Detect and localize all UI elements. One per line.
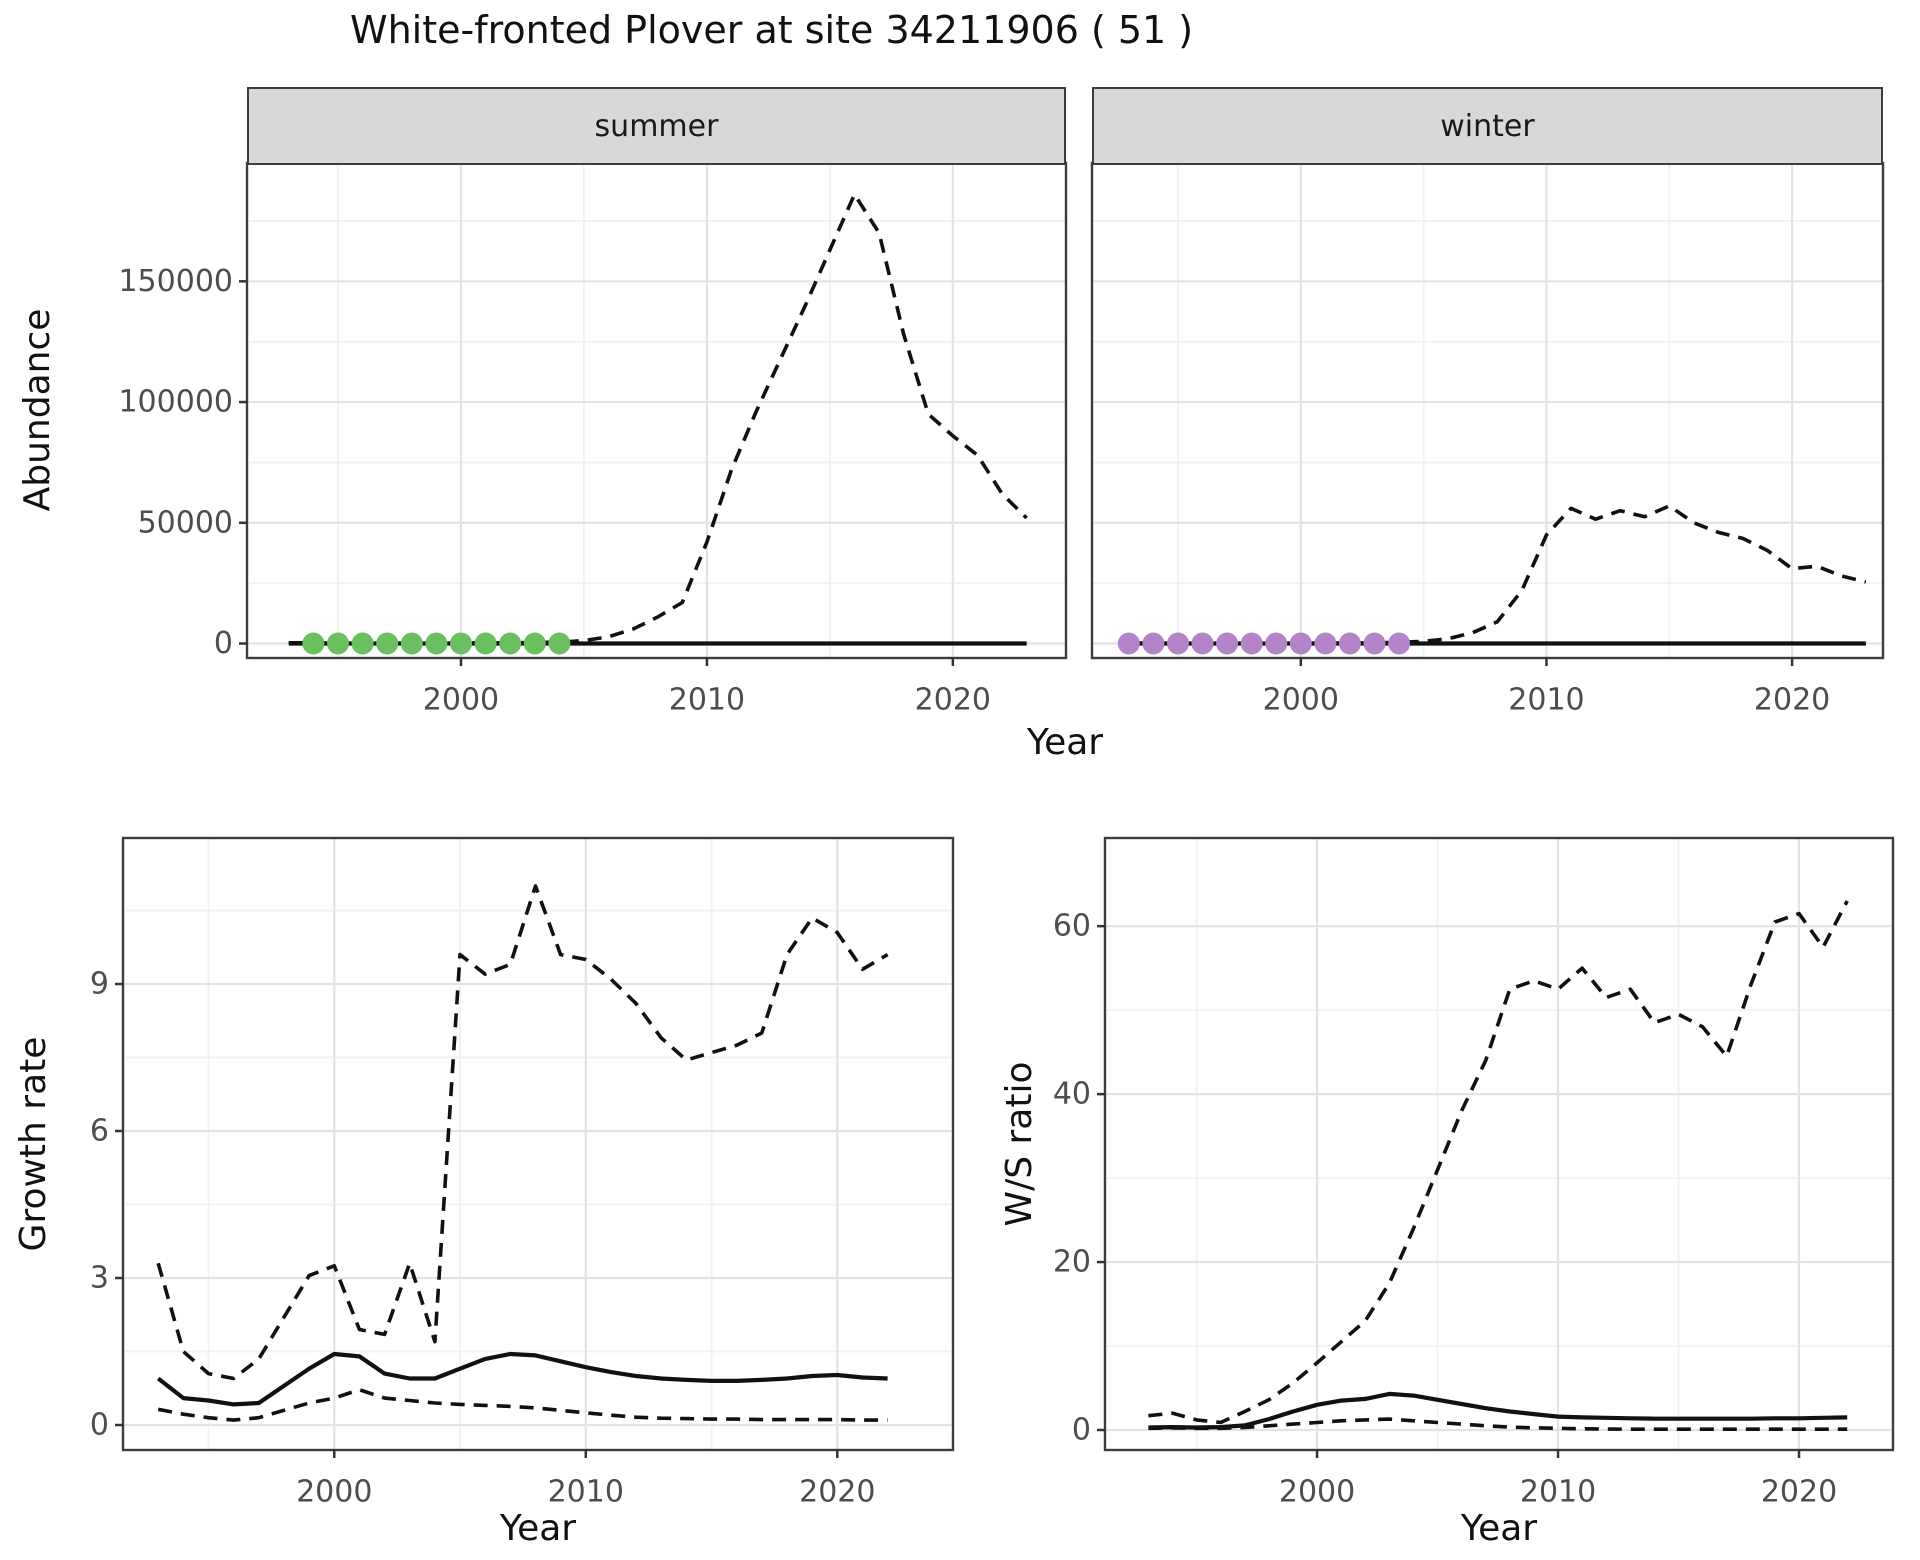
facet-strip-summer: summer bbox=[247, 87, 1066, 165]
y-axis-title-growth-rate: Growth rate bbox=[13, 1036, 54, 1252]
data-point-observed bbox=[1216, 632, 1239, 655]
data-point-observed bbox=[1314, 632, 1337, 655]
data-point-observed bbox=[1167, 632, 1189, 655]
y-tick-label: 100000 bbox=[118, 385, 233, 420]
data-point-observed bbox=[1363, 632, 1386, 655]
data-point-observed bbox=[1191, 632, 1214, 655]
y-tick-label: 50000 bbox=[138, 505, 233, 540]
facet-strip-winter: winter bbox=[1092, 87, 1883, 165]
x-axis-title-year-top: Year bbox=[1026, 722, 1104, 763]
y-tick-label: 20 bbox=[1053, 1245, 1091, 1280]
y-tick-label: 40 bbox=[1053, 1077, 1091, 1112]
data-point-observed bbox=[1388, 632, 1411, 655]
facet-strip-summer-label: summer bbox=[594, 108, 719, 144]
data-point-observed bbox=[376, 632, 399, 655]
series-line-mean bbox=[1148, 1391, 1848, 1430]
data-point-observed bbox=[400, 632, 423, 655]
data-point-observed bbox=[1240, 632, 1263, 655]
y-axis-title-abundance: Abundance bbox=[17, 308, 58, 512]
x-tick-label: 2020 bbox=[915, 683, 991, 718]
series-line-lower_ci bbox=[1148, 1417, 1848, 1431]
y-tick-label: 6 bbox=[90, 1114, 109, 1149]
data-point-observed bbox=[523, 632, 546, 655]
x-tick-label: 2000 bbox=[1263, 683, 1339, 718]
panel-background bbox=[247, 163, 1066, 658]
x-tick-label: 2020 bbox=[799, 1475, 875, 1510]
x-tick-label: 2000 bbox=[1279, 1475, 1355, 1510]
data-point-observed bbox=[351, 632, 374, 655]
x-tick-label: 2020 bbox=[1754, 683, 1830, 718]
x-tick-label: 2020 bbox=[1761, 1475, 1837, 1510]
y-axis-title-ws-ratio: W/S ratio bbox=[999, 1061, 1040, 1227]
chart-title: White-fronted Plover at site 34211906 ( … bbox=[350, 8, 1194, 52]
y-tick-label: 0 bbox=[90, 1408, 109, 1443]
x-tick-label: 2000 bbox=[296, 1475, 372, 1510]
panel-background bbox=[1092, 163, 1883, 658]
data-point-observed bbox=[1338, 632, 1361, 655]
series-line-upper_ci bbox=[1148, 900, 1849, 1425]
x-axis-title-year-growth: Year bbox=[499, 1508, 577, 1549]
y-tick-label: 0 bbox=[1072, 1413, 1091, 1448]
x-tick-label: 2010 bbox=[548, 1475, 624, 1510]
data-point-observed bbox=[499, 632, 522, 655]
facet-strip-winter-label: winter bbox=[1440, 108, 1535, 144]
data-point-observed bbox=[474, 632, 497, 655]
data-point-observed bbox=[450, 632, 472, 655]
data-point-observed bbox=[1289, 632, 1312, 655]
data-point-observed bbox=[548, 632, 571, 655]
series-line-mean bbox=[156, 1351, 888, 1407]
y-tick-label: 0 bbox=[214, 626, 233, 661]
panel-border bbox=[1103, 836, 1895, 1452]
data-point-observed bbox=[302, 632, 325, 655]
data-point-observed bbox=[327, 632, 349, 655]
x-tick-label: 2010 bbox=[1508, 683, 1584, 718]
series-line-lower_ci bbox=[157, 1387, 888, 1422]
y-tick-label: 9 bbox=[90, 967, 109, 1002]
data-point-observed bbox=[1142, 632, 1165, 655]
x-tick-label: 2010 bbox=[1520, 1475, 1596, 1510]
x-tick-label: 2010 bbox=[669, 683, 745, 718]
y-tick-label: 3 bbox=[90, 1261, 109, 1296]
panel-background bbox=[1105, 838, 1893, 1450]
data-point-observed bbox=[1265, 632, 1288, 655]
x-axis-title-year-ws: Year bbox=[1460, 1508, 1538, 1549]
panel-background bbox=[123, 838, 953, 1450]
panel-border bbox=[121, 836, 955, 1452]
data-point-observed bbox=[1117, 632, 1140, 655]
y-tick-label: 150000 bbox=[118, 264, 233, 299]
x-tick-label: 2000 bbox=[423, 683, 499, 718]
series-line-upper_ci bbox=[156, 884, 889, 1381]
data-point-observed bbox=[425, 632, 448, 655]
y-tick-label: 60 bbox=[1053, 909, 1091, 944]
